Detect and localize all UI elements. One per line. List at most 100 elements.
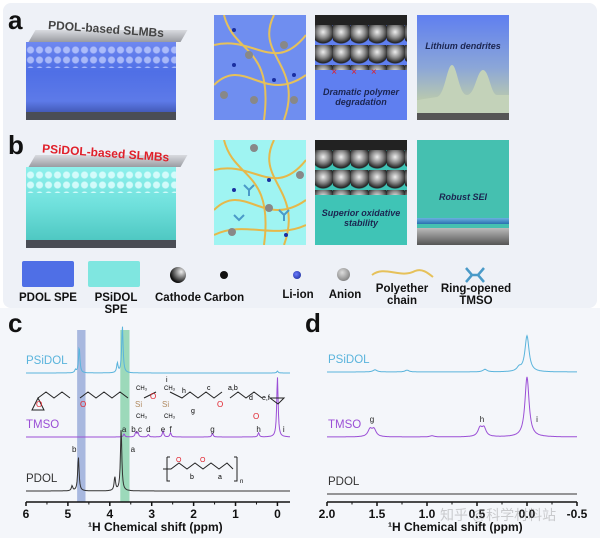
structure-ch3: CH₃ <box>164 414 176 420</box>
spectrum-pdol <box>26 430 290 492</box>
trace-label-tmso: TMSO <box>26 419 60 431</box>
structure-label: e,f <box>262 395 270 402</box>
pdol-label: n <box>240 479 244 485</box>
sei-text: Robust SEI <box>438 192 487 202</box>
robust-sei-image: Robust SEI <box>417 140 509 245</box>
peak-label: a <box>130 445 136 454</box>
dendrites-text: Lithium dendrites <box>425 41 501 51</box>
nmr-panel-background <box>0 308 600 538</box>
degradation-marks: ××× <box>331 67 391 78</box>
peak-label: g <box>369 415 375 424</box>
structure-o: O <box>150 392 157 401</box>
legend-pdol-spe: PDOL SPE <box>19 292 77 304</box>
structure-si: Si <box>162 400 170 409</box>
structure-o: O <box>217 400 224 409</box>
psidol-polymer-network <box>214 140 306 245</box>
peak-label: d <box>146 425 151 434</box>
spectrum-psidol <box>327 334 577 373</box>
pdol-structure <box>163 456 238 482</box>
legend-li-ion: Li-ion <box>282 289 314 301</box>
pdol-spe-swatch <box>22 261 74 287</box>
x-tick-label: 1.0 <box>418 507 436 521</box>
structure-label: c <box>207 385 211 392</box>
highlight-band-blue <box>77 330 86 502</box>
degradation-text: Dramatic polymer degradation <box>322 87 400 107</box>
structure-label: h <box>182 388 186 395</box>
peak-label: b,c <box>131 425 142 434</box>
structure-label: g <box>191 408 195 415</box>
x-tick-label: 3 <box>148 507 156 521</box>
peak-label: h <box>479 415 485 424</box>
pdol-cathode-interface: ××× Dramatic polymer degradation <box>315 15 407 120</box>
structure-ch3: CH₃ <box>164 386 176 392</box>
x-tick-label: 5 <box>64 507 72 521</box>
pdol-label: a <box>218 474 222 481</box>
trace-label-pdol: PDOL <box>26 473 58 485</box>
structure-ch3: CH₃ <box>136 414 148 420</box>
watermark: 知乎 @科学材料站 <box>440 507 557 523</box>
pdol-label: b <box>190 474 194 481</box>
peak-label: i <box>536 415 538 424</box>
tmso-structure <box>31 391 286 411</box>
legend-carbon: Carbon <box>203 292 245 304</box>
spectrum-tmso <box>327 376 577 438</box>
psidol-cell-illustration <box>22 155 188 250</box>
tmso-icon <box>465 267 485 283</box>
nmr-chart-c-labels: PSiDOL TMSO a b,c d e f g h i PDOL b a 6 5 4 3 2 1 0 ¹H Chem… <box>0 308 300 538</box>
x-tick-label: 1.5 <box>368 507 386 521</box>
peak-label: g <box>210 425 215 434</box>
x-tick-label: 1 <box>232 507 239 521</box>
legend-ring-opened-tmso: Ring-opened TMSO <box>440 283 512 307</box>
panel-label-c: c <box>8 308 23 338</box>
pdol-polymer-network <box>214 15 306 120</box>
structure-label: i <box>166 377 168 384</box>
peak-label: h <box>256 425 261 434</box>
peak-label: f <box>169 425 172 434</box>
trace-label-pdol: PDOL <box>328 476 360 488</box>
trace-label-tmso: TMSO <box>328 419 362 431</box>
pdol-cell-illustration <box>22 30 188 122</box>
peak-label: a <box>121 425 127 434</box>
psidol-cathode-interface: Superior oxidative stability <box>315 140 407 245</box>
cathode-icon <box>170 267 186 283</box>
structure-si: Si <box>135 400 143 409</box>
trace-label-psidol: PSiDOL <box>26 355 68 367</box>
structure-o: O <box>36 400 43 409</box>
pdol-o: O <box>176 457 182 464</box>
x-tick-label: 0.5 <box>468 507 486 521</box>
panel-label-a: a <box>8 5 23 35</box>
x-tick-label: 0.0 <box>518 507 536 521</box>
psidol-spe-swatch <box>88 261 140 287</box>
polyether-chain-icon <box>371 269 434 278</box>
x-tick-label: 2.0 <box>318 507 336 521</box>
x-tick-label: 6 <box>22 507 30 521</box>
legend-polyether-chain: Polyether chain <box>375 283 429 307</box>
li-ion-icon <box>293 271 301 279</box>
pdol-o: O <box>200 457 206 464</box>
x-tick-label: 2 <box>190 507 197 521</box>
nmr-chart-d-labels: PSiDOL TMSO g h i PDOL 2.0 1.5 1.0 0.5 0.0 -0.5 ¹H C… <box>300 308 600 538</box>
structure-label: d <box>249 395 253 402</box>
structure-o: O <box>253 412 260 421</box>
structure-o: O <box>80 400 87 409</box>
panel-label-b: b <box>8 130 24 160</box>
peak-label: e <box>160 425 166 434</box>
stability-text: Superior oxidative stability <box>321 208 401 228</box>
x-tick-label: 0 <box>274 507 281 521</box>
carbon-icon <box>220 271 228 279</box>
panel-label-d: d <box>305 308 321 338</box>
peak-label: b <box>71 445 77 454</box>
peak-label: i <box>282 425 285 434</box>
structure-ch3: CH₃ <box>136 386 148 392</box>
lithium-dendrites-image: Lithium dendrites <box>417 15 509 120</box>
nmr-chart-d <box>326 334 578 506</box>
legend-psidol-spe: PSiDOL SPE <box>94 292 138 316</box>
spectrum-tmso <box>26 377 290 438</box>
legend-anion: Anion <box>328 289 362 301</box>
highlight-band-green <box>120 330 130 502</box>
x-axis-label: ¹H Chemical shift (ppm) <box>388 520 523 534</box>
spectrum-psidol <box>26 326 290 374</box>
anion-icon <box>337 268 350 281</box>
structure-label: a,b <box>228 385 238 392</box>
x-tick-label: -0.5 <box>566 507 588 521</box>
